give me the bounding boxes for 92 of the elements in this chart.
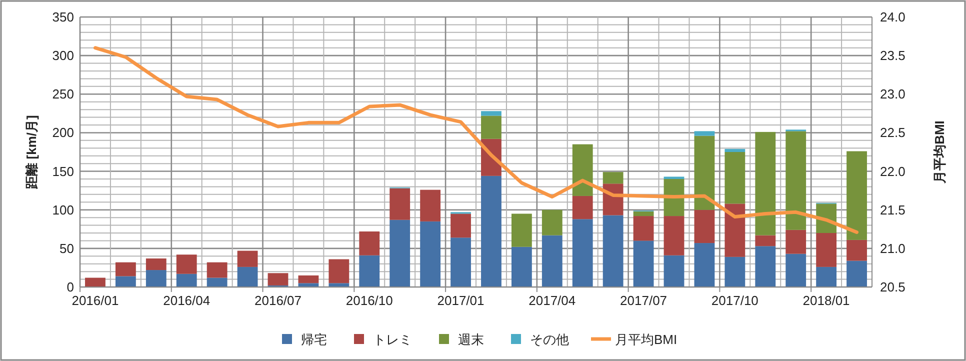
bar	[572, 144, 593, 196]
bar	[359, 255, 380, 287]
x-tick-label: 2017/10	[711, 293, 758, 308]
bar	[328, 259, 350, 284]
x-tick-label: 2017/04	[528, 293, 576, 308]
y2-tick-label: 20.5	[880, 280, 906, 294]
bar	[390, 220, 410, 287]
bar	[450, 214, 471, 238]
bar	[846, 260, 867, 287]
x-tick-label: 2016/07	[254, 293, 302, 308]
x-tick-label: 2017/01	[437, 293, 484, 308]
legend-label: 月平均BMI	[615, 332, 678, 347]
bar	[633, 240, 654, 287]
bar	[481, 111, 502, 116]
bar	[511, 246, 532, 287]
bar	[786, 131, 806, 230]
bar	[724, 204, 746, 257]
bar	[115, 276, 136, 287]
bar	[694, 136, 715, 210]
bar	[846, 240, 867, 261]
x-tick-label: 2016/01	[72, 293, 119, 308]
y-axis-title: 距離 [km/月]	[24, 115, 39, 190]
bar	[328, 283, 350, 287]
bar	[724, 148, 746, 152]
y2-tick-label: 24.0	[880, 10, 906, 24]
bar	[602, 172, 624, 184]
bar	[176, 254, 197, 274]
bar	[481, 176, 502, 287]
y-tick-label: 300	[52, 48, 74, 64]
bar	[816, 233, 837, 267]
bar	[420, 190, 441, 222]
y-tick-label: 200	[52, 125, 74, 140]
bar	[755, 246, 776, 287]
bar	[786, 230, 806, 254]
bar	[633, 216, 654, 241]
bar	[176, 274, 197, 287]
y-tick-label: 100	[52, 202, 74, 218]
bar	[602, 215, 624, 287]
bar	[359, 231, 380, 256]
legend-label: 帰宅	[301, 332, 327, 347]
bar	[146, 270, 166, 287]
y-tick-label: 150	[52, 164, 74, 179]
bar	[694, 131, 715, 136]
y2-tick-label: 23.5	[880, 48, 906, 64]
bar	[237, 250, 258, 267]
bar	[542, 235, 562, 287]
bar	[390, 188, 410, 220]
x-tick-label: 2016/10	[346, 293, 393, 308]
x-tick-label: 2016/04	[163, 293, 210, 308]
bar	[237, 266, 258, 287]
bar	[268, 273, 288, 286]
bar	[542, 210, 562, 236]
legend-label: その他	[530, 332, 569, 347]
y2-tick-label: 21.5	[880, 202, 906, 218]
bar	[846, 151, 867, 240]
bar	[694, 243, 715, 287]
bar	[694, 210, 715, 244]
y-tick-label: 50	[60, 240, 74, 256]
bar	[816, 266, 837, 287]
y-tick-label: 250	[52, 86, 74, 102]
bar	[664, 216, 684, 256]
bar	[755, 132, 776, 236]
y-tick-label: 0	[66, 280, 74, 294]
bar	[206, 278, 228, 287]
bar	[85, 278, 106, 287]
line-series	[93, 46, 859, 234]
bar	[450, 238, 471, 287]
y2-tick-label: 22.5	[880, 125, 906, 140]
bar	[146, 258, 166, 270]
bar	[572, 219, 593, 287]
bar	[724, 256, 746, 287]
y2-tick-label: 21.0	[880, 240, 906, 256]
bar	[572, 196, 593, 220]
x-tick-label: 2017/07	[620, 293, 668, 308]
bar	[724, 152, 746, 204]
y2-tick-label: 23.0	[880, 86, 906, 102]
bar	[420, 221, 441, 287]
bar	[298, 275, 319, 284]
y2-axis-title: 月平均BMI	[932, 120, 947, 184]
bar	[664, 255, 684, 287]
y-tick-label: 350	[52, 10, 74, 24]
x-tick-label: 2018/01	[802, 293, 850, 308]
bar	[481, 116, 502, 139]
legend-label: トレミ	[373, 332, 412, 347]
bar	[511, 214, 532, 247]
bar	[633, 211, 654, 216]
legend-label: 週末	[458, 332, 484, 347]
y2-tick-label: 22.0	[880, 164, 906, 179]
bar	[115, 262, 136, 276]
bar	[755, 235, 776, 246]
bar	[206, 262, 228, 278]
bar	[786, 254, 806, 287]
